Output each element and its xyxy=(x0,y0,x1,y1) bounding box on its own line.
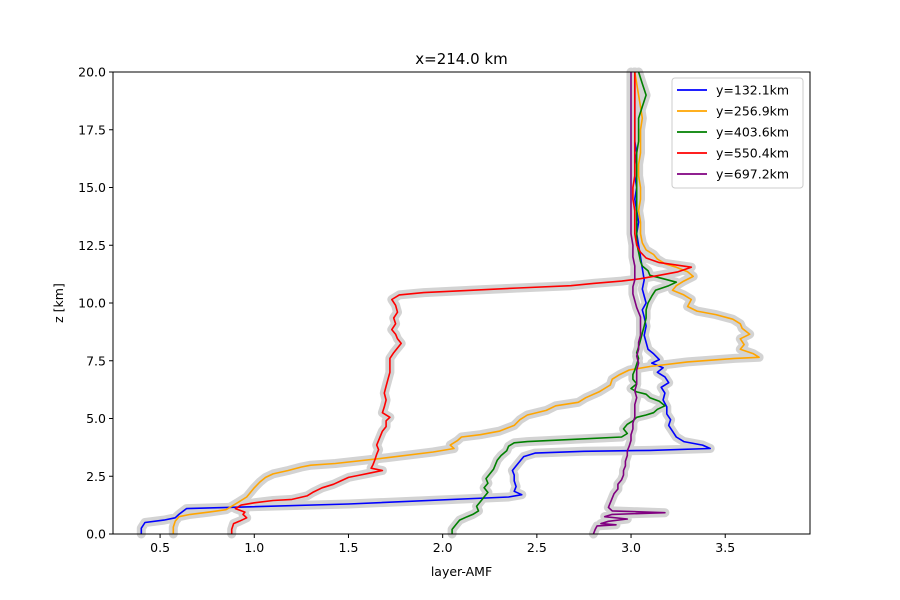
x-tick-label: 3.5 xyxy=(715,540,735,555)
legend-entry: y=256.9km xyxy=(716,104,789,119)
x-tick-label: 1.0 xyxy=(244,540,264,555)
legend-entry: y=132.1km xyxy=(716,83,789,98)
x-tick-label: 0.5 xyxy=(150,540,170,555)
series-lines xyxy=(140,71,760,535)
legend-box xyxy=(671,77,804,189)
y-tick-label: 12.5 xyxy=(78,238,106,253)
x-axis-label: layer-AMF xyxy=(431,564,492,579)
legend-entry: y=697.2km xyxy=(716,167,789,182)
y-tick-label: 2.5 xyxy=(86,469,106,484)
series-line-2 xyxy=(172,71,760,534)
y-tick-label: 10.0 xyxy=(78,296,106,311)
y-tick-label: 7.5 xyxy=(86,353,106,368)
x-axis-ticks: 0.5 1.0 1.5 2.0 2.5 3.0 3.5 xyxy=(150,534,735,555)
legend: y=132.1km y=256.9km y=403.6km y=550.4km y=69… xyxy=(671,77,804,189)
series-line-1 xyxy=(140,72,711,534)
x-tick-label: 2.5 xyxy=(527,540,547,555)
y-tick-label: 15.0 xyxy=(78,180,106,195)
x-tick-label: 2.0 xyxy=(433,540,453,555)
y-tick-label: 5.0 xyxy=(86,411,106,426)
legend-entry: y=403.6km xyxy=(716,125,789,140)
x-tick-label: 1.5 xyxy=(339,540,359,555)
y-tick-label: 20.0 xyxy=(78,65,106,80)
y-tick-label: 17.5 xyxy=(78,122,106,137)
series-line-5 xyxy=(592,72,666,535)
legend-items: y=132.1km y=256.9km y=403.6km y=550.4km y=69… xyxy=(677,83,789,182)
y-axis-ticks: 0.0 2.5 5.0 7.5 10.0 12.5 15.0 17.5 20.0 xyxy=(78,65,113,542)
y-axis-label: z [km] xyxy=(51,283,66,323)
series-line-4 xyxy=(230,72,693,534)
legend-entry: y=550.4km xyxy=(716,146,789,161)
y-tick-label: 0.0 xyxy=(86,527,106,542)
chart-title: x=214.0 km xyxy=(415,50,507,68)
x-tick-label: 3.0 xyxy=(621,540,641,555)
